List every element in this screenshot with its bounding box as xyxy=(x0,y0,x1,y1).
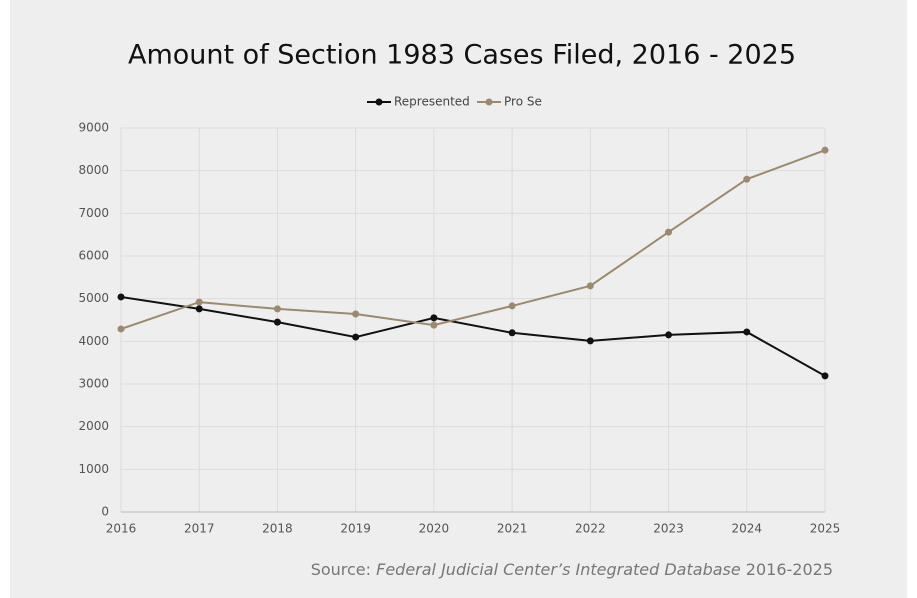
data-point xyxy=(821,146,829,154)
y-tick-label: 1000 xyxy=(78,462,109,476)
data-point xyxy=(117,293,125,301)
x-tick-label: 2020 xyxy=(419,522,450,536)
x-tick-label: 2016 xyxy=(106,522,137,536)
x-tick-label: 2025 xyxy=(810,522,841,536)
legend-label: Pro Se xyxy=(504,95,542,109)
data-point xyxy=(665,331,673,339)
data-point xyxy=(273,305,281,313)
x-tick-label: 2019 xyxy=(340,522,371,536)
chart-title: Amount of Section 1983 Cases Filed, 2016… xyxy=(128,40,796,71)
y-tick-label: 5000 xyxy=(78,291,109,305)
data-point xyxy=(665,228,673,236)
data-point xyxy=(743,175,751,183)
source-note: Source: Federal Judicial Center’s Integr… xyxy=(311,560,833,579)
data-point xyxy=(117,325,125,333)
data-point xyxy=(195,305,203,313)
legend-marker xyxy=(375,98,383,106)
data-point xyxy=(586,337,594,345)
x-tick-label: 2021 xyxy=(497,522,528,536)
y-tick-label: 3000 xyxy=(78,377,109,391)
x-tick-label: 2024 xyxy=(732,522,763,536)
y-tick-label: 6000 xyxy=(78,249,109,263)
data-point xyxy=(508,302,516,310)
data-point xyxy=(821,372,829,380)
x-tick-label: 2022 xyxy=(575,522,606,536)
data-point xyxy=(352,310,360,318)
y-tick-label: 2000 xyxy=(78,419,109,433)
data-point xyxy=(430,314,438,322)
source-years: 2016-2025 xyxy=(741,560,833,579)
legend-label: Represented xyxy=(394,95,470,109)
x-tick-label: 2023 xyxy=(653,522,684,536)
y-tick-label: 0 xyxy=(101,505,109,519)
series-line xyxy=(120,149,826,330)
data-point xyxy=(586,282,594,290)
x-tick-label: 2017 xyxy=(184,522,215,536)
legend-marker xyxy=(485,98,493,106)
y-tick-label: 8000 xyxy=(78,163,109,177)
source-prefix: Source: xyxy=(311,560,376,579)
y-tick-label: 4000 xyxy=(78,334,109,348)
data-point xyxy=(273,318,281,326)
x-tick-label: 2018 xyxy=(262,522,293,536)
data-point xyxy=(195,298,203,306)
data-point xyxy=(508,329,516,337)
series-line xyxy=(120,295,826,377)
data-point xyxy=(352,333,360,341)
data-point xyxy=(743,328,751,336)
y-tick-label: 7000 xyxy=(78,206,109,220)
y-tick-label: 9000 xyxy=(78,121,109,135)
data-point xyxy=(430,321,438,329)
source-name: Federal Judicial Center’s Integrated Dat… xyxy=(376,560,741,579)
